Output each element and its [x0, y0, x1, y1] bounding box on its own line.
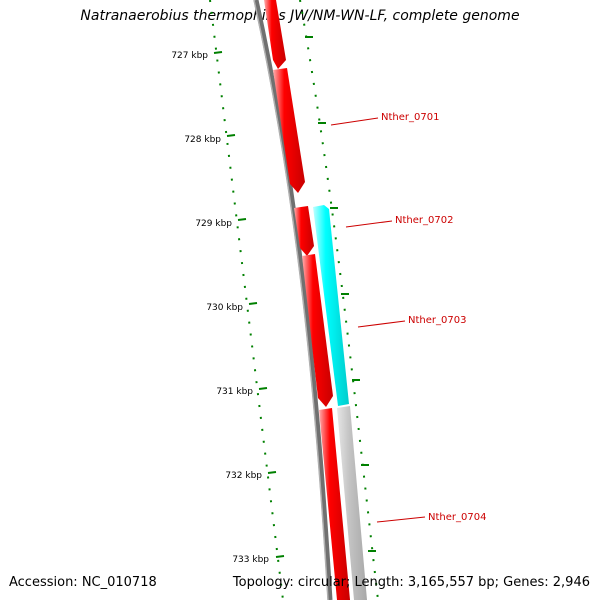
accession-text: Accession: NC_010718 — [9, 575, 157, 590]
tick-label-730: 730 kbp — [206, 303, 243, 313]
tick-730 — [248, 302, 258, 305]
tick-label-728: 728 kbp — [184, 135, 221, 145]
map-title: Natranaerobius thermophilus JW/NM-WN-LF,… — [80, 8, 520, 24]
feature-grey — [337, 406, 367, 600]
topology-summary: Topology: circular; Length: 3,165,557 bp… — [232, 575, 590, 590]
leader-nther-0701 — [330, 117, 379, 126]
tick-label-731: 731 kbp — [216, 387, 253, 397]
leader-nther-0704 — [376, 516, 426, 523]
gene-label-nther-0702[interactable]: Nther_0702 — [395, 215, 453, 226]
tick-label-733: 733 kbp — [232, 555, 269, 565]
tick-729 — [237, 218, 247, 221]
leader-nther-0703 — [357, 320, 406, 328]
genome-backbone — [253, 0, 333, 600]
tick-727 — [213, 51, 223, 54]
tick-728 — [226, 134, 236, 137]
gene-feature-small[interactable] — [294, 206, 314, 256]
genome-backbone-highlight — [253, 0, 329, 600]
forward-strand-genes — [264, 0, 350, 600]
gene-feature-nther-0701[interactable] — [273, 68, 305, 193]
gene-label-nther-0704[interactable]: Nther_0704 — [428, 512, 486, 523]
gene-feature-nther-0704-red[interactable] — [319, 408, 350, 600]
gene-label-nther-0703[interactable]: Nther_0703 — [408, 315, 466, 326]
tick-731 — [258, 387, 268, 390]
gene-feature-nther-0702[interactable] — [302, 254, 333, 407]
gene-labels: Nther_0701 Nther_0702 Nther_0703 Nther_0… — [330, 112, 486, 523]
outer-tick-ring — [299, 0, 379, 600]
gene-label-nther-0701[interactable]: Nther_0701 — [381, 112, 439, 123]
leader-nther-0702 — [345, 220, 393, 228]
tick-733 — [275, 555, 285, 558]
major-ticks: 727 kbp 728 kbp 729 kbp 730 kbp 731 kbp … — [171, 51, 285, 565]
tick-label-727: 727 kbp — [171, 51, 208, 61]
tick-label-732: 732 kbp — [225, 471, 262, 481]
gene-feature-upstream — [264, 0, 286, 69]
tick-732 — [267, 471, 277, 474]
tick-label-729: 729 kbp — [195, 219, 232, 229]
gene-feature-nther-0703[interactable] — [313, 205, 349, 406]
outer-major-ticks — [305, 36, 376, 552]
